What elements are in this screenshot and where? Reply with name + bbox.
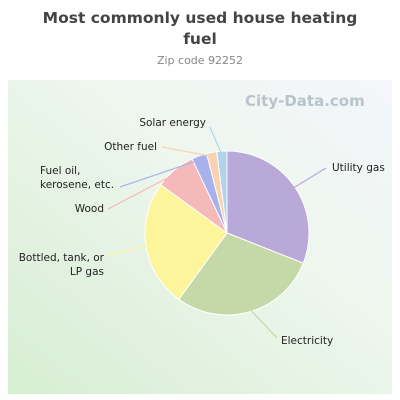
leader-line bbox=[107, 172, 178, 210]
pie-slice bbox=[178, 232, 304, 316]
leader-line bbox=[161, 146, 213, 157]
pie-slice bbox=[216, 150, 228, 234]
slice-label: Other fuel bbox=[104, 141, 157, 153]
leader-line bbox=[119, 159, 201, 188]
slice-label: Electricity bbox=[281, 335, 334, 347]
leader-line bbox=[248, 307, 278, 339]
pie bbox=[107, 126, 327, 339]
slice-label: Fuel oil, kerosene, etc. bbox=[40, 165, 115, 191]
watermark: City-Data.com bbox=[245, 92, 365, 110]
leader-line bbox=[107, 244, 151, 256]
slice-label: Solar energy bbox=[139, 117, 206, 129]
slice-label: Bottled, tank, or LP gas bbox=[18, 252, 104, 278]
chart-title: Most commonly used house heating fuel bbox=[42, 9, 358, 48]
slice-label: Wood bbox=[74, 203, 104, 215]
slice-label: Utility gas bbox=[332, 162, 385, 174]
leader-line bbox=[291, 167, 327, 190]
chart-subtitle: Zip code 92252 bbox=[156, 54, 244, 67]
leader-line bbox=[209, 126, 223, 156]
